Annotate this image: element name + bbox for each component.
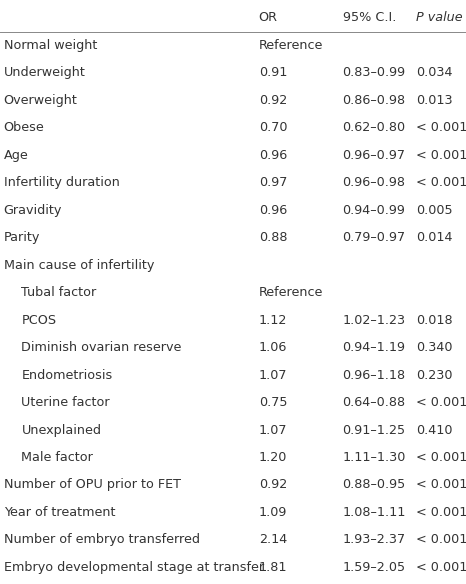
Text: 0.75: 0.75 [259, 396, 287, 409]
Text: 0.79–0.97: 0.79–0.97 [343, 231, 405, 244]
Text: Underweight: Underweight [4, 67, 86, 79]
Text: Endometriosis: Endometriosis [21, 369, 113, 381]
Text: 1.59–2.05: 1.59–2.05 [343, 561, 405, 574]
Text: 1.12: 1.12 [259, 314, 287, 326]
Text: 0.230: 0.230 [416, 369, 452, 381]
Text: Male factor: Male factor [21, 451, 93, 464]
Text: Gravidity: Gravidity [4, 204, 62, 217]
Text: 1.08–1.11: 1.08–1.11 [343, 506, 406, 519]
Text: 0.88–0.95: 0.88–0.95 [343, 478, 406, 492]
Text: Diminish ovarian reserve: Diminish ovarian reserve [21, 341, 182, 354]
Text: OR: OR [259, 12, 278, 25]
Text: Tubal factor: Tubal factor [21, 286, 96, 299]
Text: 0.96–0.98: 0.96–0.98 [343, 176, 405, 189]
Text: Reference: Reference [259, 39, 323, 52]
Text: 0.92: 0.92 [259, 478, 287, 492]
Text: Reference: Reference [259, 286, 323, 299]
Text: 1.11–1.30: 1.11–1.30 [343, 451, 406, 464]
Text: Year of treatment: Year of treatment [4, 506, 115, 519]
Text: Infertility duration: Infertility duration [4, 176, 120, 189]
Text: 0.88: 0.88 [259, 231, 287, 244]
Text: 0.340: 0.340 [416, 341, 452, 354]
Text: 0.97: 0.97 [259, 176, 287, 189]
Text: 0.83–0.99: 0.83–0.99 [343, 67, 405, 79]
Text: 1.81: 1.81 [259, 561, 287, 574]
Text: 0.96–1.18: 0.96–1.18 [343, 369, 405, 381]
Text: 0.86–0.98: 0.86–0.98 [343, 94, 405, 107]
Text: < 0.001: < 0.001 [416, 176, 466, 189]
Text: < 0.001: < 0.001 [416, 533, 466, 547]
Text: 0.014: 0.014 [416, 231, 452, 244]
Text: 1.06: 1.06 [259, 341, 287, 354]
Text: 0.91: 0.91 [259, 67, 287, 79]
Text: 1.09: 1.09 [259, 506, 287, 519]
Text: Age: Age [4, 149, 28, 162]
Text: Parity: Parity [4, 231, 40, 244]
Text: Number of embryo transferred: Number of embryo transferred [4, 533, 200, 547]
Text: 0.96–0.97: 0.96–0.97 [343, 149, 405, 162]
Text: 1.07: 1.07 [259, 423, 287, 436]
Text: Main cause of infertility: Main cause of infertility [4, 259, 154, 272]
Text: 0.013: 0.013 [416, 94, 453, 107]
Text: PCOS: PCOS [21, 314, 56, 326]
Text: 0.62–0.80: 0.62–0.80 [343, 121, 405, 134]
Text: 0.92: 0.92 [259, 94, 287, 107]
Text: 1.20: 1.20 [259, 451, 287, 464]
Text: < 0.001: < 0.001 [416, 478, 466, 492]
Text: Obese: Obese [4, 121, 44, 134]
Text: 2.14: 2.14 [259, 533, 287, 547]
Text: Normal weight: Normal weight [4, 39, 97, 52]
Text: Unexplained: Unexplained [21, 423, 102, 436]
Text: < 0.001: < 0.001 [416, 121, 466, 134]
Text: 0.91–1.25: 0.91–1.25 [343, 423, 405, 436]
Text: < 0.001: < 0.001 [416, 506, 466, 519]
Text: 0.64–0.88: 0.64–0.88 [343, 396, 405, 409]
Text: Uterine factor: Uterine factor [21, 396, 110, 409]
Text: 0.96: 0.96 [259, 149, 287, 162]
Text: 1.07: 1.07 [259, 369, 287, 381]
Text: 95% C.I.: 95% C.I. [343, 12, 396, 25]
Text: Number of OPU prior to FET: Number of OPU prior to FET [4, 478, 181, 492]
Text: 1.93–2.37: 1.93–2.37 [343, 533, 405, 547]
Text: < 0.001: < 0.001 [416, 451, 466, 464]
Text: 0.94–0.99: 0.94–0.99 [343, 204, 405, 217]
Text: Embryo developmental stage at transfer: Embryo developmental stage at transfer [4, 561, 264, 574]
Text: 0.034: 0.034 [416, 67, 452, 79]
Text: < 0.001: < 0.001 [416, 561, 466, 574]
Text: < 0.001: < 0.001 [416, 396, 466, 409]
Text: < 0.001: < 0.001 [416, 149, 466, 162]
Text: 0.70: 0.70 [259, 121, 287, 134]
Text: Overweight: Overweight [4, 94, 78, 107]
Text: 0.94–1.19: 0.94–1.19 [343, 341, 405, 354]
Text: 0.96: 0.96 [259, 204, 287, 217]
Text: 1.02–1.23: 1.02–1.23 [343, 314, 405, 326]
Text: 0.018: 0.018 [416, 314, 453, 326]
Text: P value: P value [416, 12, 463, 25]
Text: 0.005: 0.005 [416, 204, 453, 217]
Text: 0.410: 0.410 [416, 423, 452, 436]
